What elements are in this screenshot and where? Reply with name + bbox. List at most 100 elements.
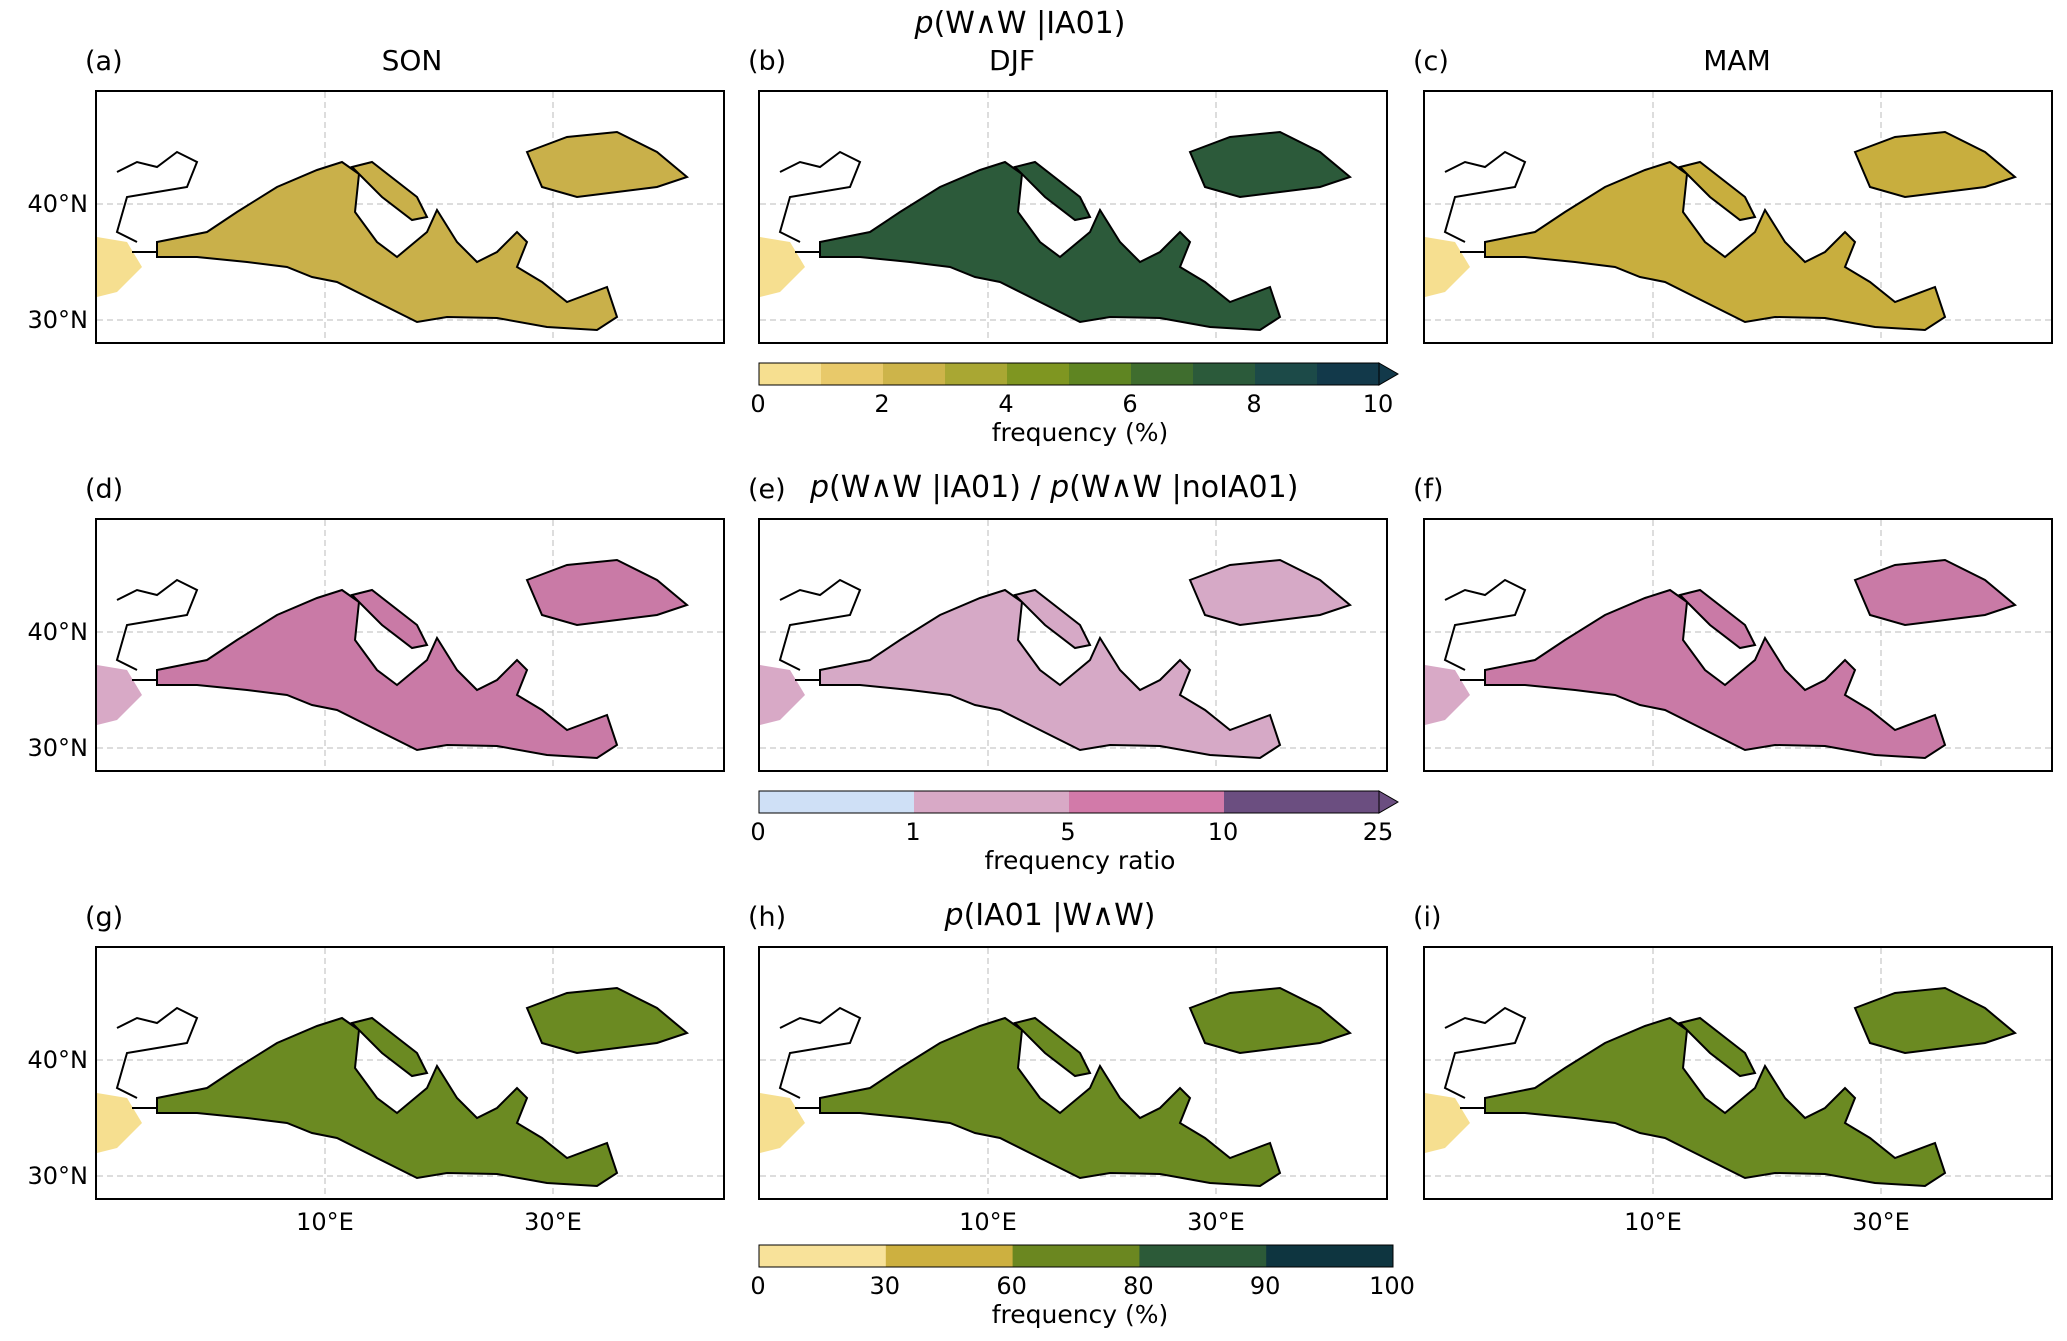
colorbar-tick-label: 8: [1246, 390, 1262, 418]
colorbar-tick-label: 0: [750, 1272, 766, 1300]
map-panel-f: [1423, 518, 2053, 772]
colorbar-segment: [1317, 363, 1380, 385]
colorbar-tick-label: 4: [998, 390, 1014, 418]
map-panel-b: [758, 90, 1388, 344]
colorbar-segment: [821, 363, 884, 385]
colorbar-segment: [914, 791, 1070, 813]
adriatic-sea: [1013, 160, 1092, 222]
coastline: [1443, 150, 1527, 253]
black-sea: [1188, 558, 1353, 627]
coastline: [1443, 578, 1527, 681]
colorbar-tick-label: 6: [1122, 390, 1138, 418]
colorbar-segment: [1069, 363, 1132, 385]
panel-b-letter: (b): [748, 46, 787, 77]
colorbar-segment: [1139, 1245, 1267, 1267]
map-panel-g: [95, 946, 725, 1200]
lon-label-30-b: 30°E: [1187, 1208, 1245, 1236]
colorbar-segment: [1266, 1245, 1394, 1267]
colorbar-outline: [758, 790, 1380, 814]
lon-label-10-a: 10°E: [296, 1208, 354, 1236]
colorbar-tick-label: 100: [1369, 1272, 1415, 1300]
row2-title: p(W∧W |IA01) / p(W∧W |noIA01): [810, 470, 1299, 505]
colorbar-segment: [759, 1245, 887, 1267]
atlantic-coast: [1425, 237, 1470, 297]
colorbar-tick-label: 0: [750, 818, 766, 846]
lat-label-40-row2: 40°N: [27, 618, 89, 646]
coastline: [115, 150, 199, 253]
atlantic-coast: [1425, 665, 1470, 725]
map-panel-h: [758, 946, 1388, 1200]
colorbar-segment: [1193, 363, 1256, 385]
colorbar-segment: [1007, 363, 1070, 385]
panel-f-letter: (f): [1413, 474, 1444, 505]
map-panel-a: [95, 90, 725, 344]
panel-i-letter: (i): [1413, 902, 1442, 933]
adriatic-sea: [1678, 160, 1757, 222]
row3-title: p(IA01 |W∧W): [944, 898, 1156, 933]
colorbar-segment: [883, 363, 946, 385]
panel-h-letter: (h): [748, 902, 787, 933]
black-sea: [525, 558, 690, 627]
coastline: [1443, 1006, 1527, 1109]
atlantic-coast: [760, 237, 805, 297]
atlantic-coast: [97, 1093, 142, 1153]
coastline: [778, 150, 862, 253]
black-sea: [1188, 130, 1353, 199]
panel-a-season: SON: [381, 44, 443, 77]
atlantic-coast: [97, 237, 142, 297]
atlantic-coast: [760, 665, 805, 725]
adriatic-sea: [1013, 588, 1092, 650]
black-sea: [1853, 558, 2018, 627]
colorbar-segment: [945, 363, 1008, 385]
coastline: [778, 1006, 862, 1109]
colorbar-segment: [1131, 363, 1194, 385]
colorbar-tick-label: 2: [874, 390, 890, 418]
panel-b-season: DJF: [989, 44, 1035, 77]
map-panel-e: [758, 518, 1388, 772]
panel-a-letter: (a): [85, 46, 123, 77]
atlantic-coast: [97, 665, 142, 725]
panel-g-letter: (g): [85, 902, 124, 933]
colorbar-row2: 0 1 5 10 25: [750, 790, 1399, 846]
map-panel-d: [95, 518, 725, 772]
adriatic-sea: [350, 588, 429, 650]
adriatic-sea: [1678, 588, 1757, 650]
colorbar-segment: [885, 1245, 1014, 1267]
colorbar-row3-label: frequency (%): [991, 1300, 1169, 1329]
lat-label-40-row1: 40°N: [27, 190, 89, 218]
atlantic-coast: [1425, 1093, 1470, 1153]
atlantic-coast: [760, 1093, 805, 1153]
colorbar-outline: [758, 362, 1380, 386]
colorbar-row1: 0 2 4 6 8 10: [750, 362, 1399, 418]
black-sea: [525, 986, 690, 1055]
colorbar-extend-arrow: [1378, 790, 1399, 814]
colorbar-tick-label: 80: [1123, 1272, 1154, 1300]
lon-label-30-c: 30°E: [1852, 1208, 1910, 1236]
lon-label-10-c: 10°E: [1624, 1208, 1682, 1236]
colorbar-segment: [759, 363, 822, 385]
black-sea: [525, 130, 690, 199]
colorbar-segment: [1069, 791, 1225, 813]
coastline: [115, 1006, 199, 1109]
lon-label-30-a: 30°E: [524, 1208, 582, 1236]
panel-c-letter: (c): [1413, 46, 1449, 77]
colorbar-row2-label: frequency ratio: [984, 846, 1176, 875]
colorbar-segment: [1224, 791, 1380, 813]
lon-label-10-b: 10°E: [959, 1208, 1017, 1236]
adriatic-sea: [350, 1016, 429, 1078]
colorbar-tick-label: 5: [1060, 818, 1076, 846]
black-sea: [1188, 986, 1353, 1055]
colorbar-row3: 0 30 60 80 90 100: [750, 1244, 1415, 1300]
panel-e-letter: (e): [748, 474, 786, 505]
colorbar-segment: [1012, 1245, 1140, 1267]
colorbar-segment: [1255, 363, 1318, 385]
lat-label-30-row3: 30°N: [27, 1162, 89, 1190]
adriatic-sea: [1678, 1016, 1757, 1078]
map-panel-i: [1423, 946, 2053, 1200]
lat-label-30-row1: 30°N: [27, 306, 89, 334]
colorbar-tick-label: 10: [1207, 818, 1239, 846]
panel-d-letter: (d): [85, 474, 124, 505]
black-sea: [1853, 986, 2018, 1055]
colorbar-row1-label: frequency (%): [991, 418, 1169, 447]
black-sea: [1853, 130, 2018, 199]
